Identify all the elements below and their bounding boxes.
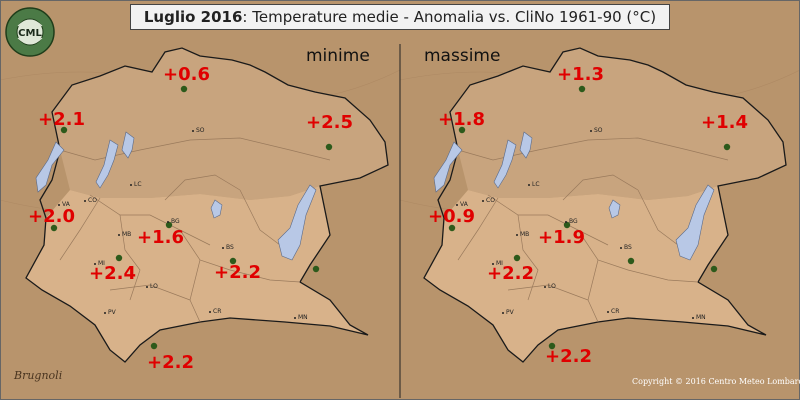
station-dot [723, 143, 731, 151]
city-label: CO [486, 197, 495, 204]
city-label: LO [150, 283, 158, 290]
author-signature: Brugnoli [14, 369, 63, 382]
city-label: BG [171, 218, 180, 225]
anomaly-label: +2.2 [487, 263, 534, 284]
city-dot [565, 221, 567, 223]
anomaly-label: +2.1 [38, 109, 85, 130]
city-label: MI [98, 260, 105, 267]
city-label: PV [506, 309, 514, 316]
station-dot [312, 265, 320, 273]
anomaly-label: +0.6 [163, 64, 210, 85]
city-dot [528, 184, 530, 186]
city-label: CR [611, 308, 620, 315]
station-dot [627, 257, 635, 265]
station-dot [115, 254, 123, 262]
city-dot [492, 263, 494, 265]
city-label: SO [196, 127, 205, 134]
panel-label-massime: massime [424, 46, 501, 66]
anomaly-label: +2.2 [214, 262, 261, 283]
station-dot [325, 143, 333, 151]
city-label: VA [460, 201, 468, 208]
anomaly-label: +2.5 [306, 112, 353, 133]
city-label: MB [122, 231, 132, 238]
anomaly-label: +2.4 [89, 263, 136, 284]
city-dot [516, 234, 518, 236]
station-dot [548, 342, 556, 350]
city-dot [222, 247, 224, 249]
station-dot [165, 221, 173, 229]
city-label: CR [213, 308, 222, 315]
city-dot [620, 247, 622, 249]
city-label: MN [298, 314, 308, 321]
anomaly-label: +2.2 [545, 346, 592, 367]
cml-logo: CML [4, 6, 56, 58]
city-dot [84, 200, 86, 202]
city-dot [482, 200, 484, 202]
city-dot [502, 312, 504, 314]
city-label: BS [226, 244, 234, 251]
city-label: PV [108, 309, 116, 316]
city-dot [456, 204, 458, 206]
map-title: Luglio 2016: Temperature medie - Anomali… [130, 4, 670, 30]
station-dot [180, 85, 188, 93]
anomaly-label: +1.3 [557, 64, 604, 85]
copyright-notice: Copyright © 2016 Centro Meteo Lombardo [632, 377, 800, 386]
city-dot [692, 317, 694, 319]
city-label: MI [496, 260, 503, 267]
title-description: : Temperature medie - Anomalia vs. CliNo… [242, 8, 657, 26]
city-dot [130, 184, 132, 186]
city-label: CO [88, 197, 97, 204]
city-dot [146, 286, 148, 288]
station-dot [563, 221, 571, 229]
anomaly-label: +2.2 [147, 352, 194, 373]
city-label: LO [548, 283, 556, 290]
anomaly-label: +1.4 [701, 112, 748, 133]
city-dot [104, 312, 106, 314]
anomaly-label: +1.9 [538, 227, 585, 248]
city-dot [192, 130, 194, 132]
city-dot [58, 204, 60, 206]
city-dot [94, 263, 96, 265]
city-label: SO [594, 127, 603, 134]
city-label: BG [569, 218, 578, 225]
station-dot [50, 224, 58, 232]
city-dot [167, 221, 169, 223]
city-label: LC [532, 181, 540, 188]
title-month: Luglio 2016 [143, 8, 243, 26]
station-dot [513, 254, 521, 262]
station-dot [229, 257, 237, 265]
city-dot [118, 234, 120, 236]
city-label: MB [520, 231, 530, 238]
cml-logo-emblem: CML [5, 7, 55, 57]
city-label: BS [624, 244, 632, 251]
station-dot [710, 265, 718, 273]
city-label: VA [62, 201, 70, 208]
station-dot [458, 126, 466, 134]
anomaly-label: +1.8 [438, 109, 485, 130]
panel-label-minime: minime [306, 46, 370, 66]
anomaly-label: +1.6 [137, 227, 184, 248]
city-label: LC [134, 181, 142, 188]
station-dot [60, 126, 68, 134]
anomaly-label: +0.9 [428, 206, 475, 227]
logo-initials: CML [18, 28, 42, 39]
station-dot [578, 85, 586, 93]
city-dot [209, 311, 211, 313]
station-dot [448, 224, 456, 232]
city-dot [590, 130, 592, 132]
city-dot [294, 317, 296, 319]
anomaly-label: +2.0 [28, 206, 75, 227]
station-dot [150, 342, 158, 350]
city-dot [544, 286, 546, 288]
city-dot [607, 311, 609, 313]
city-label: MN [696, 314, 706, 321]
